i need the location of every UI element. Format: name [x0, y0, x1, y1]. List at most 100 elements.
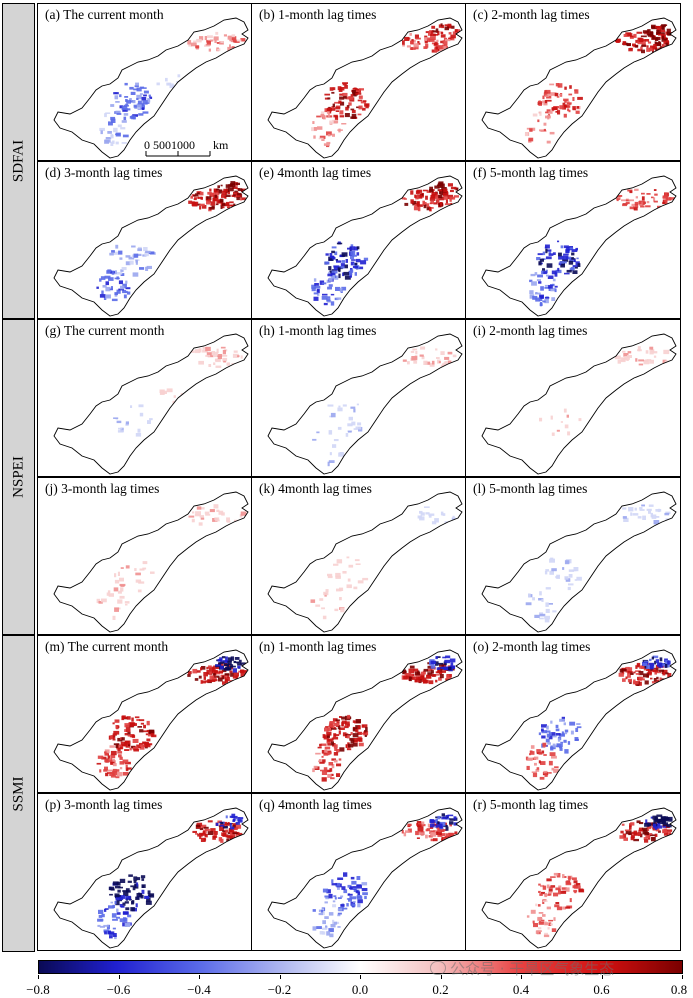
pixel-red [139, 568, 145, 571]
pixel-red [435, 28, 439, 33]
pixel-red [150, 571, 155, 574]
pixel-blue [330, 412, 336, 418]
pixel-red [118, 744, 122, 747]
pixel-red [655, 828, 660, 832]
pixel-blue [548, 251, 552, 254]
pixel-red [661, 37, 668, 42]
pixel-red [327, 97, 331, 100]
pixel-red [222, 354, 228, 357]
anomaly-pixels [96, 181, 246, 302]
pixel-red [324, 753, 330, 756]
pixel-red [139, 729, 144, 733]
pixel-red [136, 718, 140, 721]
pixel-blue [125, 287, 131, 290]
pixel-red [348, 96, 354, 100]
pixel-red [444, 822, 447, 827]
pixel-red [115, 725, 118, 729]
pixel-blue [127, 880, 132, 883]
pixel-blue [555, 733, 561, 736]
pixel-red [555, 83, 560, 87]
pixel-red [342, 92, 348, 96]
pixel-red [113, 587, 119, 592]
pixel-red [222, 357, 228, 362]
pixel-red [414, 34, 419, 39]
pixel-blue [547, 742, 551, 745]
pixel-blue [434, 518, 439, 523]
pixel-blue [357, 891, 360, 896]
pixel-blue [135, 433, 142, 437]
pixel-blue [566, 246, 571, 251]
pixel-red [236, 39, 242, 42]
pixel-blue [110, 888, 115, 891]
pixel-blue [350, 250, 356, 256]
pixel-red [435, 831, 442, 835]
panel-label: (m) The current month [42, 639, 172, 655]
pixel-blue [545, 587, 551, 590]
pixel-blue [541, 730, 548, 734]
pixel-red [447, 351, 453, 355]
pixel-blue [539, 591, 542, 596]
pixel-blue [353, 900, 356, 903]
map-panel-r: (r) 5-month lag times [465, 793, 681, 951]
pixel-blue [112, 927, 116, 930]
pixel-blue [318, 913, 323, 916]
pixel-red [426, 203, 430, 208]
pixel-blue [436, 667, 440, 670]
pixel-red [337, 129, 343, 131]
pixel-red [209, 675, 215, 680]
anomaly-pixels [311, 23, 461, 148]
pixel-blue [548, 285, 553, 289]
pixel-blue [645, 819, 648, 823]
pixel-red [343, 95, 347, 99]
pixel-red [642, 30, 649, 34]
pixel-blue [330, 293, 335, 296]
pixel-red [417, 826, 424, 831]
pixel-blue [552, 735, 557, 738]
pixel-blue [551, 270, 557, 275]
pixel-red [213, 36, 219, 41]
pixel-red [567, 105, 571, 108]
pixel-blue [220, 822, 224, 825]
pixel-red [622, 41, 626, 45]
pixel-red [537, 904, 541, 907]
pixel-red [220, 204, 223, 209]
pixel-red [538, 101, 542, 103]
pixel-red [222, 830, 228, 832]
pixel-red [628, 830, 632, 835]
pixel-blue [355, 890, 359, 894]
pixel-blue [110, 104, 115, 107]
pixel-red [423, 360, 428, 365]
pixel-blue [538, 281, 542, 284]
pixel-red [571, 877, 577, 881]
pixel-red [436, 826, 442, 830]
pixel-red [565, 906, 571, 909]
pixel-blue [354, 262, 358, 267]
pixel-red [642, 678, 645, 681]
pixel-red [434, 185, 440, 189]
pixel-red [643, 673, 649, 678]
pixel-blue [571, 257, 574, 260]
pixel-blue [115, 896, 122, 901]
pixel-red [344, 721, 350, 726]
pixel-blue [322, 927, 328, 930]
pixel-blue [538, 598, 544, 601]
pixel-red [644, 839, 649, 843]
pixel-red [634, 203, 639, 208]
pixel-red [215, 365, 222, 368]
pixel-red [133, 748, 139, 752]
pixel-blue [529, 294, 535, 299]
pixel-red [411, 200, 417, 204]
pixel-blue [539, 612, 544, 615]
pixel-red [625, 201, 630, 205]
pixel-red [651, 681, 657, 684]
pixel-red [214, 40, 217, 43]
pixel-red [428, 30, 432, 34]
pixel-red [230, 672, 235, 677]
pixel-blue [338, 897, 342, 899]
pixel-red [649, 47, 654, 51]
pixel-red [559, 105, 564, 110]
pixel-red [328, 762, 334, 766]
pixel-blue [347, 423, 353, 427]
pixel-red [540, 884, 545, 888]
pixel-red [534, 762, 537, 766]
